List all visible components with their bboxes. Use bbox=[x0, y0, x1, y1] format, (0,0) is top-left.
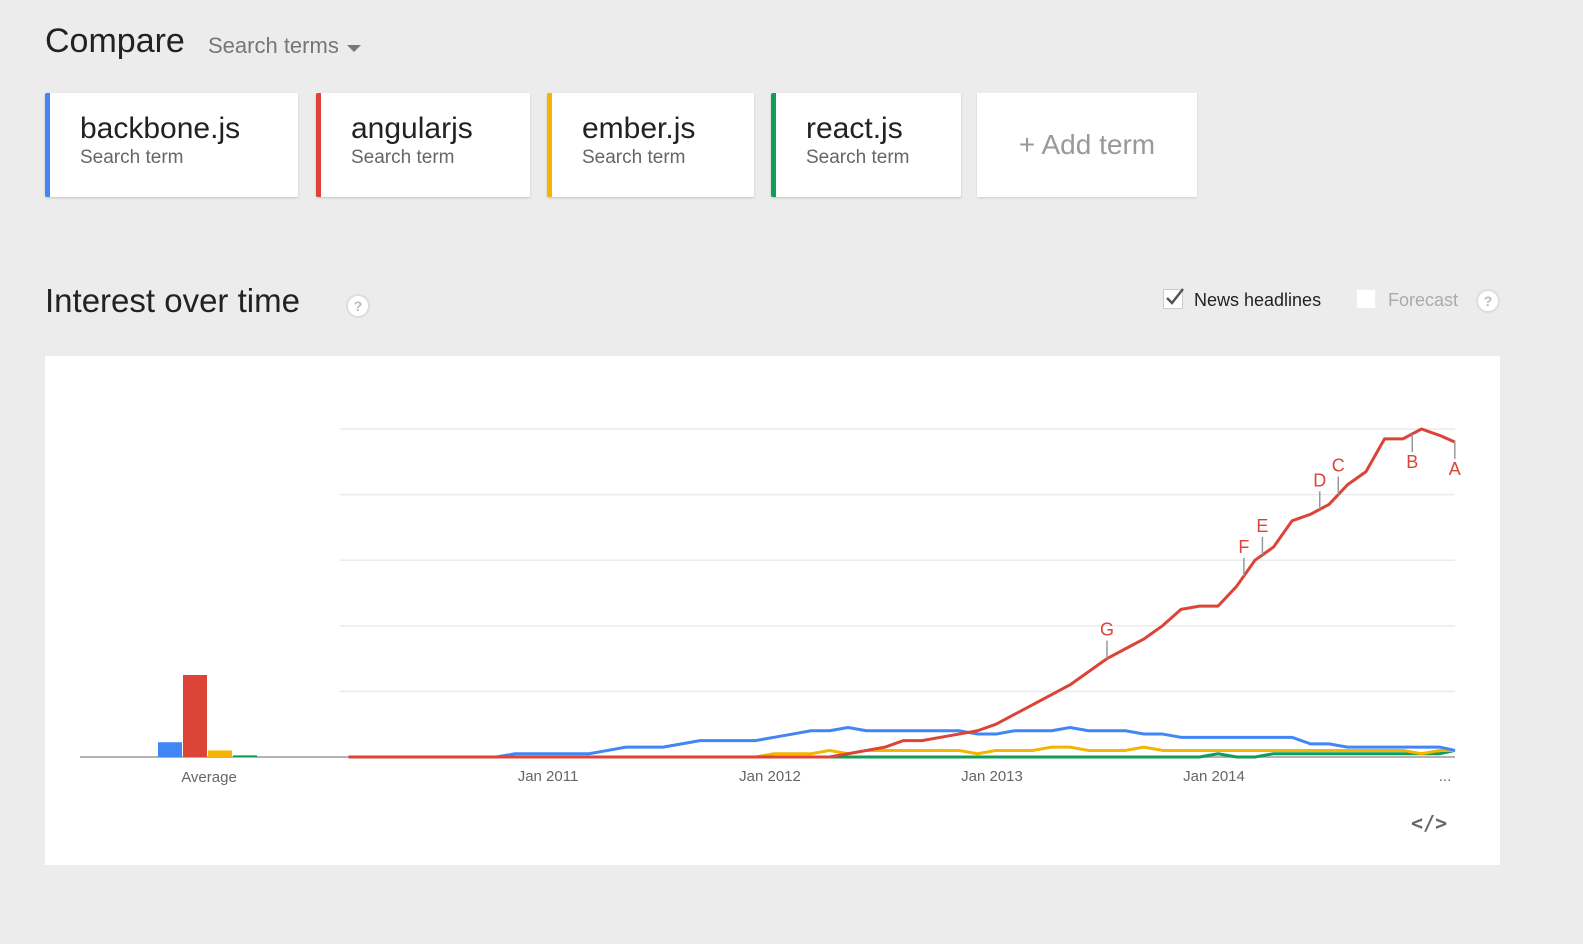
term-card-backbone[interactable]: backbone.js Search term bbox=[45, 93, 298, 197]
search-terms-dropdown[interactable]: Search terms bbox=[208, 33, 361, 59]
term-card-ember[interactable]: ember.js Search term bbox=[547, 93, 754, 197]
checkmark-icon bbox=[1166, 288, 1184, 305]
annotation-B: B bbox=[1406, 452, 1418, 472]
series-line-angularjs bbox=[348, 427, 1456, 759]
x-tick-label: Jan 2013 bbox=[961, 768, 1023, 785]
compare-title: Compare bbox=[45, 22, 185, 60]
forecast-help-icon[interactable]: ? bbox=[1476, 289, 1500, 313]
forecast-label: Forecast bbox=[1388, 290, 1459, 310]
annotation-E: E bbox=[1256, 516, 1268, 536]
interest-over-time-chart: Average G FE DC B A Jan 2011 Jan 2012 Jan 2013… bbox=[80, 427, 1461, 786]
term-type: Search term bbox=[806, 147, 910, 168]
term-card-react[interactable]: react.js Search term bbox=[771, 93, 961, 197]
x-tick-label: Jan 2012 bbox=[739, 768, 801, 785]
x-more-label: ... bbox=[1439, 768, 1452, 785]
annotation-F: F bbox=[1238, 537, 1249, 557]
annotation-A: A bbox=[1449, 459, 1461, 479]
term-type: Search term bbox=[351, 147, 455, 168]
annotation-C: C bbox=[1332, 456, 1345, 476]
term-name: backbone.js bbox=[80, 112, 241, 145]
forecast-checkbox[interactable] bbox=[1356, 289, 1376, 309]
annotation-D: D bbox=[1313, 470, 1326, 490]
average-label: Average bbox=[181, 769, 237, 786]
average-bar-angularjs bbox=[183, 675, 207, 757]
term-name: angularjs bbox=[351, 112, 473, 145]
chevron-down-icon bbox=[346, 44, 361, 52]
term-type: Search term bbox=[80, 147, 184, 168]
term-name: react.js bbox=[806, 112, 903, 145]
embed-code-button[interactable]: </> bbox=[1411, 811, 1448, 835]
term-type: Search term bbox=[582, 147, 686, 168]
x-tick-label: Jan 2014 bbox=[1183, 768, 1245, 785]
term-name: ember.js bbox=[582, 112, 696, 145]
term-card-angularjs[interactable]: angularjs Search term bbox=[316, 93, 530, 197]
series-line-backbone.js bbox=[348, 725, 1456, 759]
help-icon[interactable]: ? bbox=[346, 294, 370, 318]
section-title: Interest over time bbox=[45, 282, 300, 319]
add-term-button[interactable]: + Add term bbox=[977, 93, 1197, 197]
news-headlines-checkbox[interactable] bbox=[1163, 288, 1184, 309]
average-bar-backbone.js bbox=[158, 742, 182, 757]
average-bar-ember.js bbox=[208, 750, 232, 757]
annotation-G: G bbox=[1100, 620, 1114, 640]
x-tick-label: Jan 2011 bbox=[518, 768, 579, 785]
dropdown-label: Search terms bbox=[208, 33, 339, 58]
news-headlines-label: News headlines bbox=[1194, 290, 1322, 310]
average-bar-react.js bbox=[233, 755, 257, 757]
